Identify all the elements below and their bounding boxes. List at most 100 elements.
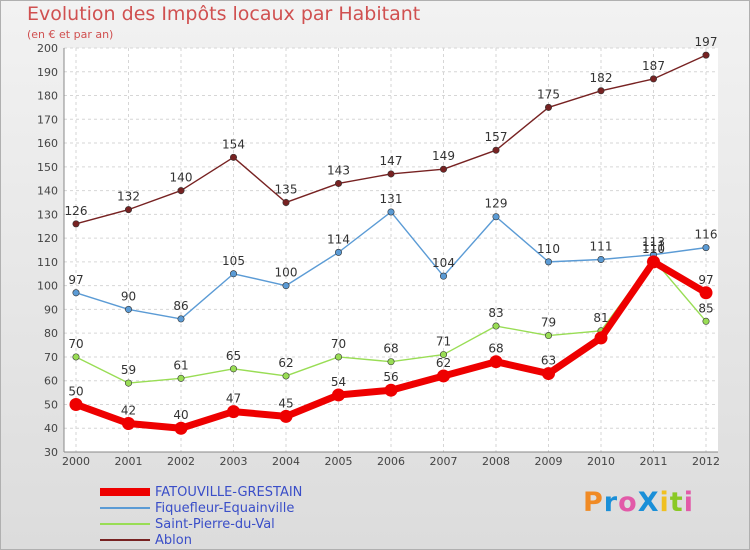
data-point [544, 332, 552, 340]
data-point [230, 365, 238, 373]
data-point [125, 206, 133, 214]
data-label: 111 [642, 240, 665, 254]
data-label: 63 [541, 354, 556, 368]
data-point [282, 198, 290, 206]
data-label: 154 [222, 137, 245, 151]
data-point [334, 353, 342, 361]
brand-letter: i [683, 487, 694, 518]
data-point [125, 305, 133, 313]
y-tick-label: 80 [44, 327, 58, 340]
data-point [72, 220, 80, 228]
data-point [699, 286, 713, 300]
data-point [492, 213, 500, 221]
data-point [174, 421, 188, 435]
data-point [125, 379, 133, 387]
data-label: 40 [173, 408, 188, 422]
data-label: 110 [537, 242, 560, 256]
data-label: 182 [590, 71, 613, 85]
data-label: 126 [65, 204, 88, 218]
data-point [334, 248, 342, 256]
brand-letter: i [659, 487, 670, 518]
y-tick-label: 90 [44, 303, 58, 316]
data-label: 149 [432, 149, 455, 163]
data-label: 86 [173, 299, 188, 313]
data-label: 116 [695, 228, 718, 242]
data-label: 157 [485, 130, 508, 144]
y-tick-label: 140 [37, 185, 58, 198]
y-tick-label: 190 [37, 66, 58, 79]
data-point [69, 397, 83, 411]
data-label: 197 [695, 35, 718, 49]
data-point [439, 272, 447, 280]
data-label: 70 [331, 337, 346, 351]
x-tick-label: 2004 [272, 455, 300, 468]
legend-item: Ablon [100, 532, 302, 548]
data-point [702, 244, 710, 252]
data-point [597, 256, 605, 264]
data-point [282, 372, 290, 380]
data-label: 70 [68, 337, 83, 351]
data-point [384, 383, 398, 397]
data-label: 68 [488, 342, 503, 356]
data-point [647, 255, 660, 269]
y-tick-label: 100 [37, 280, 58, 293]
data-label: 56 [383, 370, 398, 384]
data-label: 140 [170, 171, 193, 185]
data-point [72, 353, 80, 361]
data-label: 68 [383, 342, 398, 356]
data-label: 50 [68, 384, 83, 398]
chart-title: Evolution des Impôts locaux par Habitant [27, 3, 421, 25]
x-tick-label: 2001 [115, 455, 143, 468]
brand-letter: X [637, 487, 660, 518]
data-label: 90 [121, 289, 136, 303]
data-label: 62 [278, 356, 293, 370]
data-point [177, 315, 185, 323]
brand-letter: P [583, 487, 604, 518]
data-label: 105 [222, 254, 245, 268]
x-tick-label: 2008 [482, 455, 510, 468]
data-point [282, 282, 290, 290]
data-point [492, 146, 500, 154]
data-point [702, 51, 710, 59]
data-point [492, 322, 500, 330]
x-tick-label: 2010 [587, 455, 615, 468]
brand-letter: r [603, 487, 619, 518]
data-point [594, 331, 608, 345]
data-point [177, 187, 185, 195]
legend-item: FATOUVILLE-GRESTAIN [100, 484, 302, 500]
data-point [387, 358, 395, 366]
data-point [227, 405, 240, 419]
legend-swatch [100, 523, 150, 525]
data-point [649, 75, 657, 83]
data-label: 135 [275, 182, 298, 196]
data-label: 175 [537, 87, 560, 101]
chart-subtitle: (en € et par an) [27, 28, 114, 41]
data-point [597, 87, 605, 95]
legend-swatch [100, 507, 150, 509]
data-point [387, 170, 395, 178]
data-label: 42 [121, 403, 136, 417]
data-point [702, 317, 710, 325]
proxiti-logo: ProXiti [583, 487, 694, 518]
data-label: 143 [327, 163, 350, 177]
data-label: 111 [590, 240, 613, 254]
data-label: 100 [275, 266, 298, 280]
data-label: 81 [593, 311, 608, 325]
legend-item: Fiquefleur-Equainville [100, 500, 302, 516]
data-point [437, 369, 450, 383]
chart-legend: FATOUVILLE-GRESTAIN Fiquefleur-Equainvill… [100, 484, 302, 548]
data-label: 61 [173, 358, 188, 372]
legend-swatch [100, 488, 150, 496]
data-label: 65 [226, 349, 241, 363]
data-point [334, 179, 342, 187]
data-label: 113 [642, 235, 665, 249]
y-tick-label: 120 [37, 232, 58, 245]
data-label: 79 [541, 316, 556, 330]
data-label: 97 [68, 273, 83, 287]
y-tick-label: 130 [37, 208, 58, 221]
brand-letter: t [669, 487, 684, 518]
x-tick-label: 2000 [62, 455, 90, 468]
data-point [439, 165, 447, 173]
brand-letter: o [618, 487, 638, 518]
